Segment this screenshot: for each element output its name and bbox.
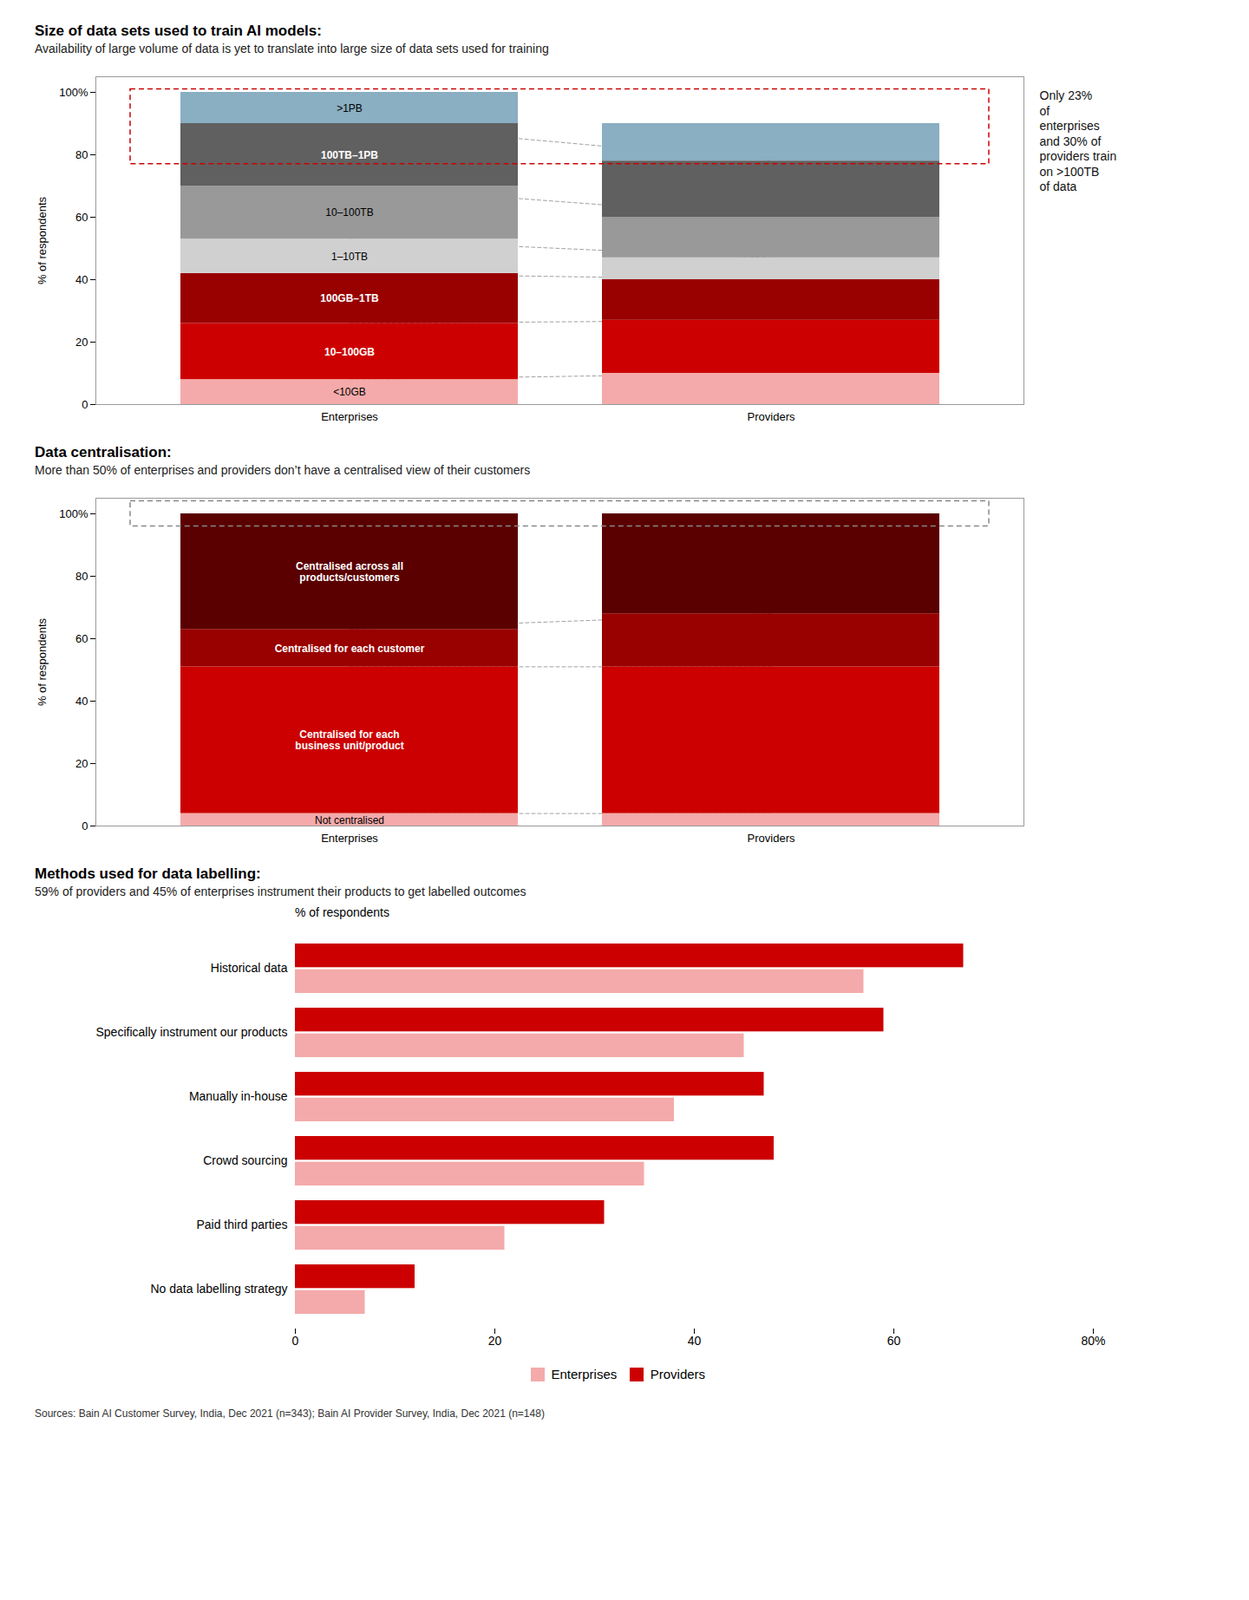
svg-text:20: 20 <box>75 335 88 349</box>
svg-text:100%: 100% <box>58 85 89 99</box>
svg-text:Centralised across allproducts: Centralised across allproducts/customers <box>295 560 404 584</box>
svg-text:80: 80 <box>75 148 88 162</box>
svg-text:60: 60 <box>887 1334 902 1348</box>
svg-text:80: 80 <box>75 569 88 583</box>
svg-text:Manually in-house: Manually in-house <box>189 1089 288 1104</box>
svg-text:<10GB: <10GB <box>333 385 367 399</box>
svg-text:No data labelling strategy: No data labelling strategy <box>150 1281 288 1296</box>
html-text:59% of providers and 45% of en: 59% of providers and 45% of enterprises … <box>34 884 527 899</box>
svg-text:Historical data: Historical data <box>210 961 288 975</box>
svg-text:100%: 100% <box>58 507 89 521</box>
svg-text:20: 20 <box>488 1334 503 1348</box>
html-text:Enterprises: Enterprises <box>551 1366 617 1382</box>
svg-text:Centralised for each customer: Centralised for each customer <box>274 642 426 655</box>
svg-text:% of respondents: % of respondents <box>35 196 49 285</box>
svg-text:Only 23%ofenterprisesand 30% o: Only 23%ofenterprisesand 30% ofproviders… <box>1039 88 1118 194</box>
svg-text:40: 40 <box>75 273 88 287</box>
svg-text:10–100GB: 10–100GB <box>324 346 375 359</box>
svg-text:Paid third parties: Paid third parties <box>196 1217 288 1232</box>
html-text:Size of data sets used to trai: Size of data sets used to train AI model… <box>34 22 322 40</box>
svg-text:Centralised for eachbusiness u: Centralised for eachbusiness unit/produc… <box>294 728 404 753</box>
svg-text:Specifically instrument our pr: Specifically instrument our products <box>96 1025 288 1040</box>
html-text:Methods used for data labellin: Methods used for data labelling: <box>34 865 261 883</box>
svg-text:Enterprises: Enterprises <box>320 410 379 424</box>
svg-text:10–100TB: 10–100TB <box>325 206 373 219</box>
svg-text:60: 60 <box>75 210 88 224</box>
svg-text:Providers: Providers <box>747 831 796 845</box>
svg-text:0: 0 <box>292 1334 300 1348</box>
svg-text:0: 0 <box>81 819 88 833</box>
svg-text:20: 20 <box>75 757 88 771</box>
svg-text:Enterprises: Enterprises <box>320 831 379 845</box>
svg-text:Crowd sourcing: Crowd sourcing <box>202 1153 288 1168</box>
svg-text:Not centralised: Not centralised <box>314 814 385 827</box>
svg-text:Providers: Providers <box>747 410 796 424</box>
svg-text:100TB–1PB: 100TB–1PB <box>320 149 379 162</box>
svg-text:>1PB: >1PB <box>336 102 363 115</box>
html-text:% of respondents: % of respondents <box>294 905 390 920</box>
html-text:Data centralisation:: Data centralisation: <box>34 444 172 461</box>
svg-text:0: 0 <box>81 398 88 412</box>
html-text:Sources: Bain AI Customer Surv: Sources: Bain AI Customer Survey, India,… <box>34 1407 545 1420</box>
svg-text:40: 40 <box>687 1334 702 1348</box>
svg-text:1–10TB: 1–10TB <box>331 250 368 263</box>
svg-text:60: 60 <box>75 632 88 646</box>
html-text:Providers: Providers <box>650 1366 706 1382</box>
svg-text:100GB–1TB: 100GB–1TB <box>320 292 380 305</box>
html-text:Availability of large volume o: Availability of large volume of data is … <box>34 41 549 56</box>
svg-text:40: 40 <box>75 694 88 708</box>
svg-text:80%: 80% <box>1080 1334 1106 1348</box>
svg-text:% of respondents: % of respondents <box>35 617 49 707</box>
html-text:More than 50% of enterprises a: More than 50% of enterprises and provide… <box>34 463 531 478</box>
